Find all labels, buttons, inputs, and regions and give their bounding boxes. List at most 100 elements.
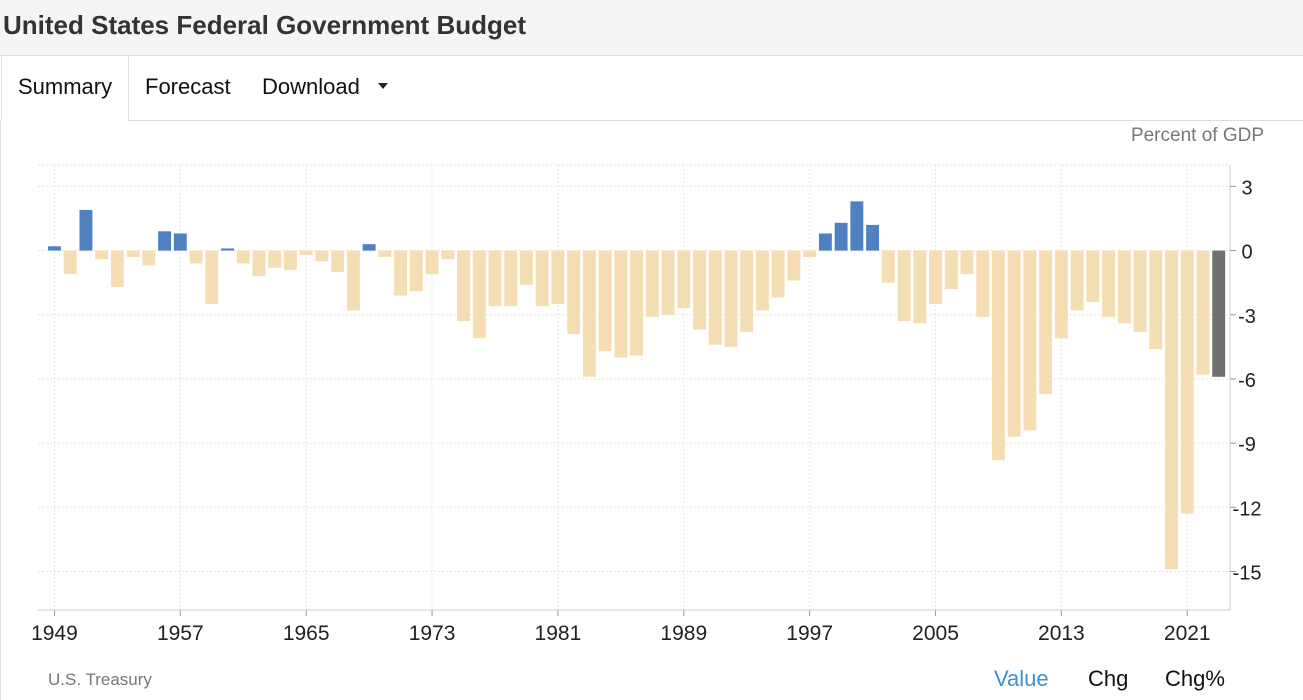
bar-1978 [504, 250, 518, 307]
bar-1986 [630, 250, 644, 356]
bar-1994 [756, 250, 769, 311]
y-tick-label: 3 [1241, 177, 1252, 199]
bar-1962 [252, 250, 266, 277]
bar-2012 [1039, 250, 1053, 394]
panel-border [0, 120, 1, 700]
mode-chg-percent-button[interactable]: Chg% [1165, 666, 1225, 691]
bar-1969 [362, 244, 376, 251]
bar-1972 [409, 250, 423, 292]
bar-2021 [1180, 250, 1194, 514]
x-tick-label: 2021 [1164, 622, 1211, 645]
bar-2008 [976, 250, 990, 317]
x-tick-label: 1989 [660, 622, 707, 645]
bar-1963 [268, 250, 282, 268]
bar-1985 [614, 250, 628, 358]
x-tick-label: 1981 [535, 622, 582, 645]
bar-2010 [1007, 250, 1021, 437]
x-tick-label: 1973 [409, 622, 456, 645]
bar-2006 [944, 250, 958, 290]
bar-1983 [582, 250, 596, 377]
bar-2020 [1165, 250, 1178, 570]
bar-2016 [1102, 250, 1116, 317]
page-header: United States Federal Government Budget [0, 0, 1303, 56]
bar-2022 [1196, 250, 1210, 375]
bar-1981 [551, 250, 565, 305]
bar-1966 [315, 250, 329, 262]
y-tick-label: 0 [1241, 242, 1252, 264]
bar-2000 [850, 201, 864, 251]
y-tick-label: -15 [1233, 562, 1262, 584]
bar-1976 [472, 250, 486, 339]
bar-1979 [520, 250, 533, 285]
bar-2013 [1054, 250, 1068, 339]
bar-1967 [331, 250, 345, 272]
bar-2015 [1086, 250, 1100, 302]
bar-1958 [189, 250, 203, 264]
chart-bars [48, 201, 1226, 570]
bar-1961 [236, 250, 250, 264]
y-tick-label: -12 [1233, 498, 1262, 520]
bar-1951 [79, 209, 93, 251]
source-label: U.S. Treasury [48, 670, 152, 689]
x-tick-label: 1949 [31, 622, 78, 645]
x-tick-label: 1997 [786, 622, 833, 645]
bar-1952 [95, 250, 109, 260]
bar-1977 [488, 250, 502, 307]
tab-forecast[interactable]: Forecast [129, 56, 247, 120]
tab-summary[interactable]: Summary [1, 56, 130, 121]
bar-1996 [787, 250, 801, 281]
bar-2014 [1070, 250, 1084, 311]
y-tick-label: -6 [1238, 370, 1256, 392]
bar-1993 [740, 250, 754, 332]
bar-1949 [48, 246, 61, 251]
bar-1955 [142, 250, 156, 266]
bar-1980 [535, 250, 549, 307]
bar-2007 [960, 250, 974, 275]
tab-bar: Summary Forecast Download [0, 56, 1303, 121]
bar-1970 [378, 250, 392, 257]
mode-chg-button[interactable]: Chg [1088, 666, 1129, 691]
bar-2005 [929, 250, 942, 305]
bar-1974 [441, 250, 455, 260]
x-tick-label: 1957 [157, 622, 204, 645]
bar-1998 [818, 233, 832, 251]
bar-1992 [724, 250, 738, 347]
bar-1957 [173, 233, 187, 251]
y-tick-label: -9 [1238, 434, 1256, 456]
tab-download[interactable]: Download [246, 56, 404, 120]
bar-1988 [661, 250, 675, 315]
x-tick-label: 2005 [912, 622, 959, 645]
bar-1984 [598, 250, 612, 352]
bar-1973 [425, 250, 439, 275]
budget-bar-chart: 3 0 -3 -6 -9 -12 -15 1949 1957 1965 1973 1981 1989 19… [31, 164, 1261, 645]
bar-2001 [866, 224, 880, 251]
bar-1965 [299, 250, 313, 255]
tab-forecast-label: Forecast [145, 74, 231, 99]
bar-1999 [834, 222, 848, 251]
y-tick-label: -3 [1238, 306, 1256, 328]
bar-1950 [63, 250, 77, 275]
bar-1995 [771, 250, 785, 298]
chart-axes: 3 0 -3 -6 -9 -12 -15 1949 1957 1965 1973 1981 1989 19… [31, 165, 1261, 645]
bar-2011 [1023, 250, 1037, 431]
x-tick-label: 1965 [283, 622, 330, 645]
bar-1964 [284, 250, 297, 270]
page-title: United States Federal Government Budget [3, 10, 526, 40]
bar-1953 [110, 250, 124, 287]
bar-1990 [693, 250, 706, 330]
tab-download-label: Download [262, 74, 360, 99]
x-tick-label: 2013 [1038, 622, 1085, 645]
bar-2019 [1149, 250, 1163, 349]
tab-summary-label: Summary [18, 74, 113, 99]
bar-2023 [1212, 250, 1226, 377]
bar-1968 [346, 250, 360, 311]
unit-label: Percent of GDP [1130, 125, 1264, 146]
bar-1987 [645, 250, 659, 317]
bar-1971 [394, 250, 408, 296]
bar-1982 [567, 250, 581, 335]
caret-down-icon [377, 83, 388, 90]
mode-value-button[interactable]: Value [994, 666, 1049, 691]
bar-2017 [1117, 250, 1131, 324]
bar-1989 [677, 250, 691, 309]
bar-1997 [803, 250, 817, 257]
